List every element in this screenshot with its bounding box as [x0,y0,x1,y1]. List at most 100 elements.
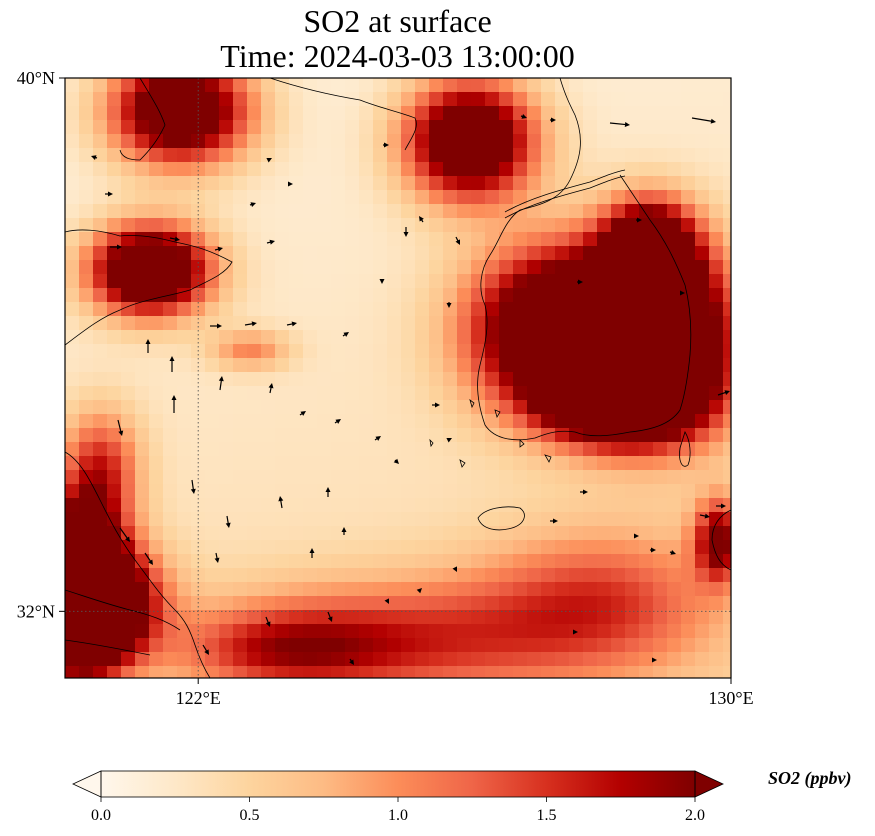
field-cell [401,288,416,303]
field-cell [219,260,234,275]
field-cell [65,512,80,527]
field-cell [513,666,528,678]
field-cell [191,582,206,597]
field-cell [695,316,710,331]
field-cell [373,162,388,177]
field-cell [359,582,374,597]
field-cell [583,624,598,639]
field-cell [79,344,94,359]
field-cell [303,624,318,639]
field-cell [569,344,584,359]
field-cell [471,316,486,331]
field-cell [583,414,598,429]
wind-arrow [680,290,685,296]
field-cell [569,92,584,107]
field-cell [471,358,486,373]
field-cell [163,596,178,611]
field-cell [107,372,122,387]
field-cell [597,92,612,107]
field-cell [135,330,150,345]
field-cell [583,344,598,359]
field-cell [695,120,710,135]
field-cell [457,316,472,331]
field-cell [625,78,640,93]
field-cell [317,316,332,331]
field-cell [401,582,416,597]
field-cell [401,610,416,625]
field-cell [555,526,570,541]
field-cell [443,526,458,541]
field-cell [709,456,724,471]
wind-arrow [325,487,331,497]
field-cell [317,442,332,457]
field-cell [625,456,640,471]
field-cell [387,624,402,639]
wind-arrow [452,566,457,572]
field-cell [219,218,234,233]
field-cell [261,484,276,499]
field-cell [401,456,416,471]
field-cell [513,428,528,443]
field-cell [345,176,360,191]
field-cell [275,400,290,415]
field-cell [625,92,640,107]
field-cell [303,386,318,401]
field-cell [191,470,206,485]
field-cell [191,386,206,401]
field-cell [625,428,640,443]
field-cell [471,260,486,275]
field-cell [541,568,556,583]
field-cell [93,218,108,233]
field-cell [569,400,584,415]
field-cell [261,134,276,149]
field-cell [597,470,612,485]
field-cell [541,596,556,611]
field-cell [471,526,486,541]
field-cell [611,526,626,541]
field-cell [247,162,262,177]
field-cell [681,358,696,373]
field-cell [163,92,178,107]
field-cell [163,330,178,345]
field-cell [275,456,290,471]
field-cell [625,638,640,653]
field-cell [485,162,500,177]
field-cell [65,92,80,107]
field-cell [443,554,458,569]
field-cell [513,554,528,569]
field-cell [387,456,402,471]
field-cell [275,386,290,401]
field-cell [331,610,346,625]
field-cell [499,400,514,415]
field-cell [387,330,402,345]
wind-arrow [249,202,256,207]
field-cell [569,526,584,541]
field-cell [541,554,556,569]
field-cell [695,582,710,597]
field-cell [149,302,164,317]
field-cell [233,470,248,485]
field-cell [527,288,542,303]
field-cell [443,498,458,513]
so2-field [65,78,731,678]
field-cell [457,540,472,555]
field-cell [597,274,612,289]
field-cell [611,624,626,639]
field-cell [471,134,486,149]
field-cell [233,442,248,457]
field-cell [79,414,94,429]
field-cell [107,288,122,303]
field-cell [653,344,668,359]
field-cell [527,582,542,597]
field-cell [247,358,262,373]
field-cell [219,358,234,373]
field-cell [569,330,584,345]
field-cell [583,456,598,471]
field-cell [401,568,416,583]
field-cell [275,344,290,359]
field-cell [457,526,472,541]
field-cell [401,344,416,359]
field-cell [527,666,542,678]
field-cell [653,148,668,163]
field-cell [275,624,290,639]
